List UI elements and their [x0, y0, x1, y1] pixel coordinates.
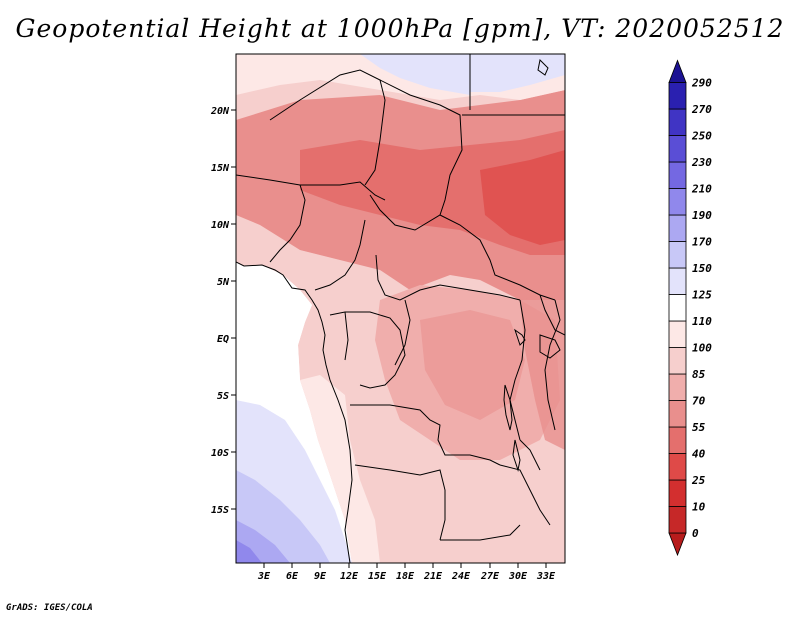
boundaries	[236, 54, 565, 563]
colorbar-label: 40	[692, 448, 706, 461]
colorbar-label: 110	[692, 315, 712, 328]
colorbar-segment	[668, 108, 687, 136]
border-line	[499, 464, 551, 526]
border-line	[314, 219, 366, 291]
lon-label: 12E	[340, 571, 359, 582]
colorbar-segment	[668, 532, 687, 557]
lat-label: 5S	[217, 391, 229, 402]
lake-line	[539, 334, 561, 359]
colorbar-label: 25	[691, 474, 706, 487]
colorbar-label: 150	[692, 262, 712, 275]
lake-line	[503, 384, 513, 431]
lon-label: 24E	[451, 571, 471, 582]
south-atlantic-deepest-field	[236, 540, 262, 563]
lat-label: 10S	[211, 448, 229, 459]
colorbar-label: 250	[691, 130, 712, 143]
lake-line	[512, 439, 521, 472]
low-core-deep-field	[480, 150, 565, 245]
border-line	[440, 524, 521, 541]
lat-label: 15S	[211, 505, 229, 516]
border-line	[269, 184, 306, 263]
lat-label: 5N	[217, 277, 230, 288]
coastal-light-field	[300, 375, 380, 563]
colorbar-segment	[668, 373, 687, 401]
colorbar-label: 70	[692, 395, 706, 408]
colorbar-segment	[668, 214, 687, 242]
colorbar-segment	[668, 320, 687, 348]
colorbar-label: 55	[692, 421, 706, 434]
lat-axis: 20N 15N 10N 5N EQ 5S 10S 15S	[210, 106, 236, 516]
lon-label: 21E	[423, 571, 443, 582]
colorbar-label: 85	[692, 368, 706, 381]
map-frame	[235, 53, 566, 564]
border-line	[329, 311, 406, 389]
lat-label: 10N	[211, 220, 230, 231]
colorbar-label: 190	[692, 209, 712, 222]
lon-label: 3E	[257, 571, 271, 582]
border-line	[394, 299, 411, 366]
lat-label: 20N	[210, 106, 230, 117]
lat-label: EQ	[217, 334, 229, 345]
lon-label: 15E	[368, 571, 387, 582]
border-line	[236, 174, 386, 201]
colorbar-segment	[668, 135, 687, 163]
border-line	[539, 294, 565, 336]
lon-label: 9E	[314, 571, 327, 582]
border-line	[544, 299, 561, 431]
north-blue-field	[360, 54, 470, 95]
colorbar-segment	[668, 161, 687, 189]
colorbar-segment	[668, 400, 687, 428]
colorbar-label: 100	[692, 342, 712, 355]
colorbar-label: 230	[691, 156, 712, 169]
border-line	[519, 439, 541, 471]
colorbar-label: 170	[692, 236, 712, 249]
colorbar-segment	[668, 347, 687, 375]
border-line	[379, 79, 463, 216]
lon-label: 6E	[286, 571, 299, 582]
border-line	[369, 194, 556, 301]
chart-title: Geopotential Height at 1000hPa [gpm], VT…	[15, 14, 785, 43]
lon-label: 27E	[480, 571, 500, 582]
colorbar-segment	[668, 188, 687, 216]
congo-inner-field	[420, 310, 525, 420]
footer-credit: GrADS: IGES/COLA	[6, 603, 93, 613]
border-line	[354, 464, 446, 541]
colorbar-segment	[668, 59, 687, 83]
colorbar-label: 210	[691, 183, 712, 196]
lon-axis: 3E 6E 9E 12E 15E 18E 21E 24E 27E 30E 33E	[257, 563, 556, 582]
colorbar-segment	[668, 267, 687, 295]
colorbar-segment	[668, 506, 687, 534]
colorbar-segment	[668, 453, 687, 481]
border-line	[509, 299, 526, 441]
colorbar-label: 0	[692, 527, 699, 540]
lat-label: 15N	[211, 163, 230, 174]
lake-line	[514, 328, 526, 346]
coastline	[236, 261, 353, 563]
ne-blue-field	[470, 54, 565, 92]
border-line	[344, 311, 349, 361]
colorbar-segment	[668, 479, 687, 507]
colorbar-segment	[668, 241, 687, 269]
lake-line	[537, 58, 549, 76]
colorbar-segment	[668, 294, 687, 322]
east-medium-field	[520, 290, 565, 450]
colorbar: 0 10 25 40 55 70 85 100 110 125 150 170 190 210 230 250…	[668, 59, 712, 557]
colorbar-label: 290	[691, 77, 712, 90]
border-line	[375, 254, 521, 301]
colorbar-segment	[668, 82, 687, 110]
map-field	[236, 54, 565, 563]
gulf-white-field	[236, 265, 312, 395]
lon-label: 30E	[508, 571, 528, 582]
lon-label: 33E	[536, 571, 556, 582]
colorbar-label: 270	[691, 103, 712, 116]
lon-label: 18E	[396, 571, 415, 582]
colorbar-segment	[668, 426, 687, 454]
colorbar-label: 125	[692, 289, 712, 302]
border-line	[350, 404, 501, 466]
colorbar-label: 10	[692, 501, 706, 514]
